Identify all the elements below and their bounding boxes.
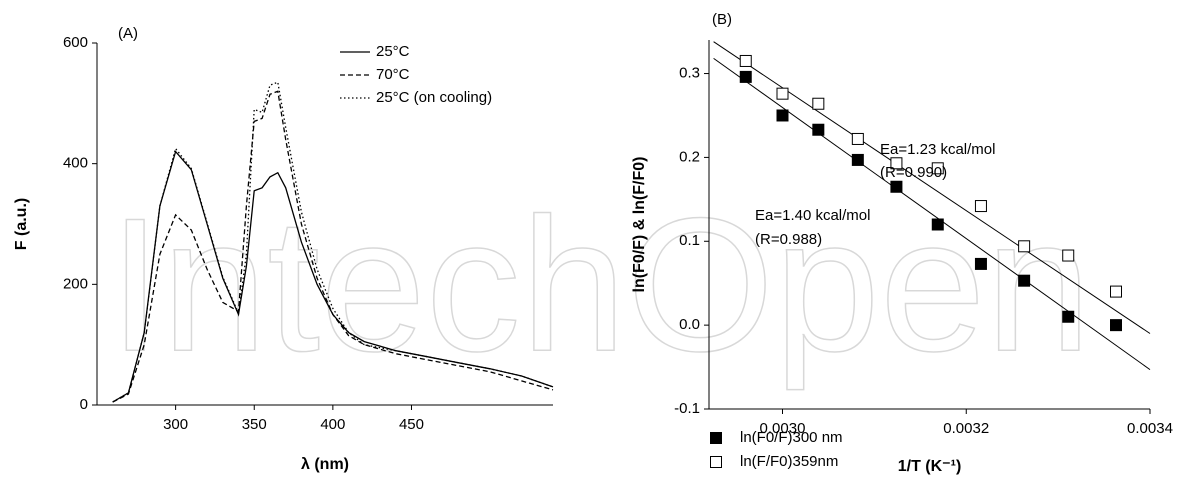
y-axis-label: F (a.u.) [13, 198, 30, 250]
data-point [890, 180, 903, 193]
data-point [974, 257, 987, 270]
y-tick-label: 0.2 [679, 148, 700, 165]
watermark: IntechOpen [109, 179, 1091, 391]
x-tick-label: 400 [320, 416, 345, 433]
y-tick-label: 400 [63, 155, 88, 172]
spectrum-line [112, 81, 554, 403]
y-tick-label: 0.3 [679, 65, 700, 82]
y-axis-label: ln(F0/F) & ln(F/F0) [631, 157, 648, 293]
annotation: (R=0.990) [880, 164, 947, 181]
panel-label: (B) [712, 11, 732, 28]
y-tick-label: -0.1 [674, 400, 700, 417]
data-point [890, 157, 903, 170]
legend-label: 25°C [376, 43, 410, 60]
x-tick-label: 0.0034 [1127, 420, 1173, 437]
data-point [1110, 285, 1123, 298]
legend-label: 25°C (on cooling) [376, 89, 492, 106]
panel-label: (A) [118, 25, 138, 42]
data-point [851, 132, 864, 145]
data-point [851, 153, 864, 166]
data-point [974, 200, 987, 213]
data-point [1110, 319, 1123, 332]
data-point [776, 87, 789, 100]
x-axis-label: λ (nm) [301, 456, 349, 473]
y-tick-label: 600 [63, 34, 88, 51]
x-tick-label: 350 [242, 416, 267, 433]
y-tick-label: 0.1 [679, 232, 700, 249]
data-point [812, 123, 825, 136]
x-tick-label: 450 [399, 416, 424, 433]
legend-swatch [710, 456, 722, 468]
data-point [739, 70, 752, 83]
data-point [812, 97, 825, 110]
spectrum-line [112, 90, 554, 403]
y-tick-label: 200 [63, 275, 88, 292]
legend-label: ln(F0/F)300 nm [740, 429, 843, 446]
annotation: Ea=1.23 kcal/mol [880, 141, 995, 158]
annotation: (R=0.988) [755, 231, 822, 248]
x-tick-label: 0.0030 [760, 420, 806, 437]
data-point [776, 109, 789, 122]
data-point [1018, 240, 1031, 253]
legend-label: 70°C [376, 66, 410, 83]
data-point [931, 218, 944, 231]
annotation: Ea=1.40 kcal/mol [755, 207, 870, 224]
legend-swatch [710, 432, 722, 444]
legend-label: ln(F/F0)359nm [740, 453, 838, 470]
x-axis-label: 1/T (K⁻¹) [898, 458, 962, 475]
x-tick-label: 300 [163, 416, 188, 433]
data-point [739, 54, 752, 67]
data-point [1062, 310, 1075, 323]
x-tick-label: 0.0032 [943, 420, 989, 437]
data-point [931, 162, 944, 175]
data-point [1062, 249, 1075, 262]
y-tick-label: 0 [80, 396, 88, 413]
y-tick-label: 0.0 [679, 316, 700, 333]
data-point [1018, 274, 1031, 287]
